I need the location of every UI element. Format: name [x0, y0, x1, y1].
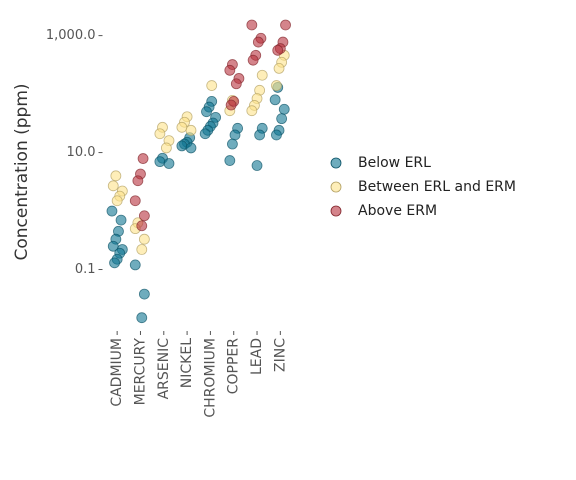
point	[272, 44, 284, 56]
point	[254, 129, 266, 141]
point	[252, 36, 264, 48]
point	[136, 244, 148, 255]
point	[246, 105, 258, 117]
point	[185, 124, 197, 136]
y-tick-label: 10.0	[67, 145, 96, 160]
point	[185, 142, 197, 154]
point	[256, 69, 268, 81]
y-tick-label: 1,000.0	[46, 28, 96, 43]
point	[160, 142, 172, 154]
point	[136, 312, 148, 324]
point	[201, 106, 212, 118]
x-tick-label: COPPER	[226, 338, 242, 395]
point	[138, 233, 150, 245]
point	[111, 195, 123, 207]
point	[107, 180, 119, 192]
point	[271, 129, 282, 141]
point	[163, 158, 175, 169]
point	[225, 99, 237, 111]
point	[271, 80, 282, 91]
point	[154, 156, 166, 168]
point	[136, 220, 148, 232]
x-tick-label: ZINC	[272, 338, 288, 372]
point	[115, 214, 127, 226]
point	[109, 257, 120, 269]
point	[247, 54, 259, 66]
legend-label: Below ERL	[358, 155, 431, 171]
x-tick-label: LEAD	[249, 338, 265, 375]
point	[278, 103, 290, 115]
x-tick-label: ARSENIC	[156, 338, 172, 400]
point	[224, 64, 236, 76]
x-tick-label: MERCURY	[132, 338, 148, 406]
point	[176, 140, 188, 152]
point	[132, 175, 144, 187]
y-axis-label: Concentration (ppm)	[12, 83, 32, 260]
point	[251, 160, 263, 171]
point	[176, 121, 188, 133]
point	[138, 210, 150, 222]
point	[229, 129, 241, 141]
point	[280, 19, 291, 31]
point	[227, 138, 238, 150]
legend-swatch	[330, 157, 342, 169]
y-tick-label: 0.1	[75, 262, 96, 277]
point	[273, 62, 285, 74]
point	[110, 170, 122, 182]
point	[246, 19, 258, 31]
point	[137, 153, 149, 164]
point	[269, 94, 281, 106]
legend-label: Above ERM	[358, 203, 437, 219]
point	[206, 80, 218, 91]
point	[276, 113, 288, 125]
x-tick-label: NICKEL	[179, 338, 195, 388]
x-tick-label: CADMIUM	[109, 338, 125, 407]
point	[224, 155, 236, 166]
point	[199, 128, 211, 140]
legend-swatch	[330, 181, 342, 193]
point	[154, 128, 166, 140]
x-tick-label: CHROMIUM	[202, 338, 218, 418]
legend-label: Between ERL and ERM	[358, 179, 516, 195]
point	[230, 78, 242, 90]
point	[138, 288, 150, 300]
point	[129, 259, 141, 271]
legend-swatch	[330, 205, 342, 217]
point	[129, 195, 141, 207]
point	[106, 205, 118, 217]
